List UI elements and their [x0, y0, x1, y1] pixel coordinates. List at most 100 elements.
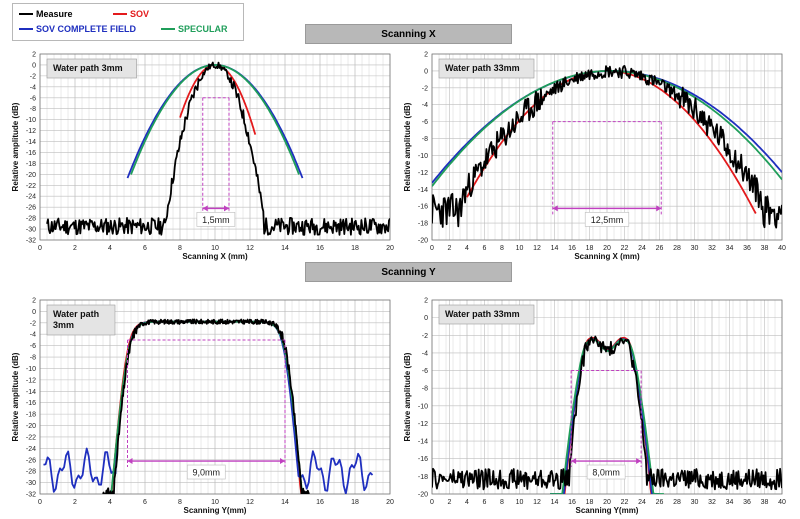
annotation-label: 9,0mm [192, 468, 220, 478]
x-axis-label: Scanning Y(mm) [576, 506, 639, 515]
y-tick-label: -12 [418, 421, 428, 428]
x-ticks: 0 2 4 6 8 10 12 14 16 18 20 22 24 26 28 30 32 34 36 38 40 [430, 245, 786, 252]
plot-area [431, 299, 783, 495]
y-tick-label: -2 [422, 333, 428, 340]
y-tick-label: -10 [26, 366, 36, 373]
x-tick-label: 14 [551, 245, 559, 252]
x-tick-label: 30 [691, 245, 699, 252]
legend-swatch-sov-complete-field [19, 28, 33, 30]
legend-swatch-specular [161, 28, 175, 30]
x-tick-label: 22 [621, 499, 629, 506]
y-tick-label: -4 [422, 102, 428, 109]
y-axis-label: Relative amplitude (dB) [403, 102, 412, 191]
x-tick-label: 12 [246, 499, 254, 506]
panel-label-box [46, 58, 137, 79]
y-tick-label: -24 [26, 446, 36, 453]
legend-label-sov-complete-field: SOV COMPLETE FIELD [36, 24, 137, 34]
series-line-measure [432, 335, 782, 491]
y-tick-label: -16 [418, 456, 428, 463]
series-line-measure [46, 61, 390, 236]
legend-label-measure: Measure [36, 9, 73, 19]
y-tick-label: -20 [26, 172, 36, 179]
annotation-label-box [586, 464, 626, 480]
x-tick-label: 0 [430, 245, 434, 252]
y-tick-label: -2 [422, 85, 428, 92]
x-tick-label: 16 [568, 245, 576, 252]
y-tick-label: -10 [26, 117, 36, 124]
y-axis-label: Relative amplitude (dB) [11, 102, 20, 191]
x-tick-label: 28 [673, 499, 681, 506]
x-tick-label: 36 [743, 245, 751, 252]
annotation-label: 8,0mm [592, 468, 620, 478]
y-tick-label: -6 [30, 343, 36, 350]
y-tick-label: -6 [30, 95, 36, 102]
x-tick-label: 32 [708, 245, 716, 252]
x-tick-label: 8 [500, 499, 504, 506]
legend-label-sov: SOV [130, 9, 150, 19]
y-tick-label: -16 [418, 204, 428, 211]
y-tick-label: 2 [32, 52, 36, 59]
x-tick-label: 8 [500, 245, 504, 252]
x-ticks: 0 2 4 6 8 10 12 14 16 18 20 [38, 245, 394, 252]
x-tick-label: 18 [351, 499, 359, 506]
width-annotation: 8,0mm [570, 370, 642, 480]
x-tick-label: 20 [603, 245, 611, 252]
y-tick-label: -2 [30, 73, 36, 80]
x-tick-label: 26 [656, 499, 664, 506]
legend-item-sov: SOV [113, 9, 149, 19]
y-tick-label: -18 [26, 161, 36, 168]
y-tick-label: -30 [26, 227, 36, 234]
x-tick-label: 22 [621, 245, 629, 252]
legend-item-measure: Measure [19, 9, 73, 19]
grid [39, 53, 391, 241]
x-tick-label: 2 [448, 499, 452, 506]
y-tick-label: -14 [26, 389, 36, 396]
x-tick-label: 6 [143, 499, 147, 506]
x-tick-label: 20 [603, 499, 611, 506]
y-tick-label: -4 [30, 84, 36, 91]
x-tick-label: 26 [656, 245, 664, 252]
section-title-scanning-y: Scanning Y [305, 262, 512, 282]
x-tick-label: 8 [178, 245, 182, 252]
panel-label-box [438, 58, 535, 79]
x-tick-label: 12 [533, 245, 541, 252]
x-tick-label: 16 [568, 499, 576, 506]
x-tick-label: 30 [691, 499, 699, 506]
y-tick-label: -6 [422, 119, 428, 126]
panel-label-text: Water path 3mm [53, 63, 123, 73]
y-tick-label: -28 [26, 469, 36, 476]
panel-label-text: Water path 33mm [445, 309, 520, 319]
y-tick-label: -26 [26, 205, 36, 212]
y-axis-label: Relative amplitude (dB) [403, 352, 412, 441]
x-tick-label: 36 [743, 499, 751, 506]
x-tick-label: 6 [483, 245, 487, 252]
plot-area [39, 53, 391, 241]
x-tick-label: 10 [516, 499, 524, 506]
x-tick-label: 34 [726, 245, 734, 252]
annotation-label: 12,5mm [591, 215, 624, 225]
y-ticks: 2 0 -2 -4 -6 -8 -10 -12 -14 -16 -18 -20 [418, 298, 428, 499]
y-tick-label: -4 [422, 350, 428, 357]
y-tick-label: -18 [418, 474, 428, 481]
chart-scanning-y-water-path-3mm: 0 2 4 6 8 10 12 14 16 18 2020-2-4-6-8-10-12-14-16-… [11, 298, 394, 516]
panel-label-text: 3mm [53, 320, 74, 330]
legend-swatch-sov [113, 13, 127, 15]
x-tick-label: 10 [516, 245, 524, 252]
annotation-label-box [196, 212, 236, 227]
legend-swatch-measure [19, 13, 33, 15]
y-tick-label: -16 [26, 400, 36, 407]
y-tick-label: -30 [26, 480, 36, 487]
chart-scanning-y-water-path-33mm: 0 2 4 6 8 10 12 14 16 18 20 22 24 26 28 30 32 34 36 38 4020-… [403, 298, 786, 516]
y-tick-label: -32 [26, 238, 36, 245]
x-tick-label: 10 [211, 245, 219, 252]
series-line-sov [466, 70, 757, 214]
x-tick-label: 34 [726, 499, 734, 506]
annotation-label-box [584, 212, 630, 227]
x-tick-label: 24 [638, 499, 646, 506]
x-tick-label: 2 [73, 499, 77, 506]
x-tick-label: 4 [108, 499, 112, 506]
y-tick-label: 2 [32, 298, 36, 305]
x-axis-label: Scanning X (mm) [182, 252, 248, 261]
x-tick-label: 14 [281, 499, 289, 506]
y-tick-label: -16 [26, 150, 36, 157]
